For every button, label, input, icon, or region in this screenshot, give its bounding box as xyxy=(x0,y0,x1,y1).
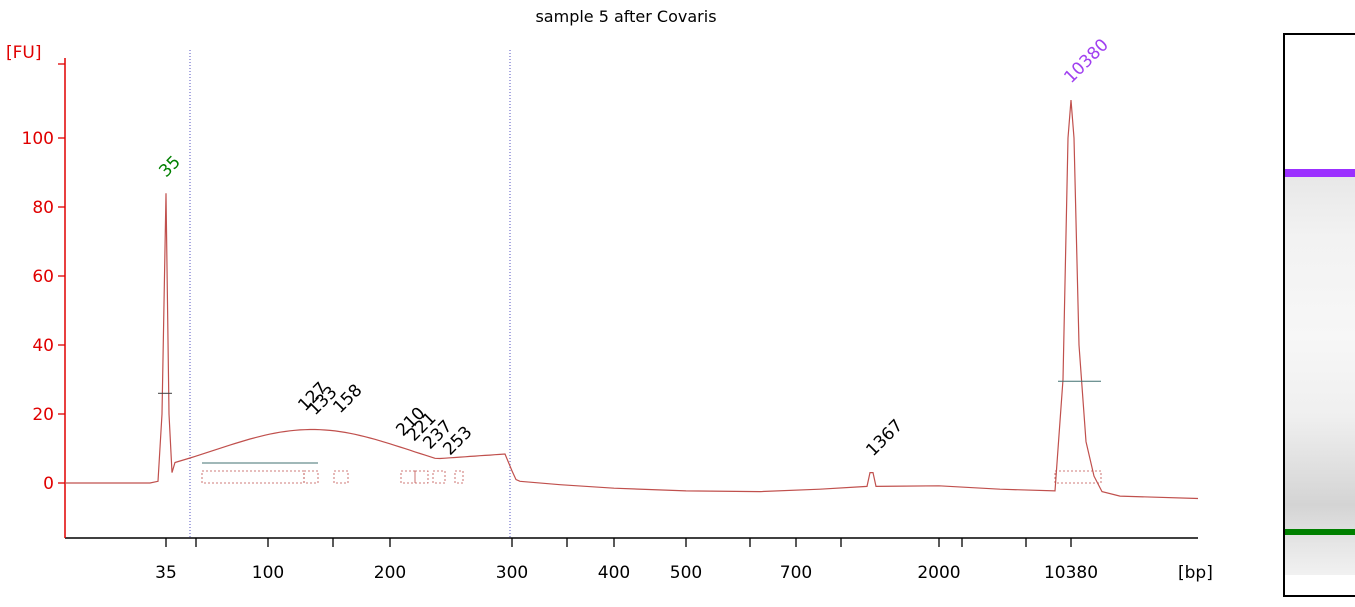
x-tick-label: 2000 xyxy=(917,563,960,583)
electropherogram-chart: sample 5 after Covaris [FU] [bp] 0 20 40 60… xyxy=(6,7,1213,583)
y-tick-label: 40 xyxy=(32,336,54,356)
peak-label: 10380 xyxy=(1060,35,1112,87)
electropherogram-trace xyxy=(65,99,1199,500)
y-tick-label: 100 xyxy=(22,129,54,149)
gel-background-top xyxy=(1285,35,1355,175)
peak-integration-box xyxy=(303,470,319,484)
peak-integration-box xyxy=(432,470,446,484)
x-tick-label: 400 xyxy=(598,563,630,583)
peak-integration-box xyxy=(333,470,349,484)
y-tick-label: 60 xyxy=(32,267,54,287)
peak-integration-box xyxy=(400,470,416,484)
peak-integration-box xyxy=(1054,470,1102,484)
x-tick-label: 200 xyxy=(374,563,406,583)
x-tick-label: 10380 xyxy=(1044,563,1098,583)
y-tick-label: 0 xyxy=(43,474,54,494)
gel-smear xyxy=(1285,177,1355,577)
peak-integration-box xyxy=(454,470,464,484)
peak-integration-box xyxy=(414,470,429,484)
y-axis-label: [FU] xyxy=(6,43,42,63)
peak-label: 158 xyxy=(329,380,366,417)
gel-background-bottom xyxy=(1285,575,1355,595)
y-tick-label: 20 xyxy=(32,405,54,425)
x-axis-label: [bp] xyxy=(1178,563,1213,583)
x-tick-label: 100 xyxy=(252,563,284,583)
gel-lower-marker-band xyxy=(1285,529,1355,535)
peak-integration-box xyxy=(201,470,305,484)
x-tick-label: 300 xyxy=(496,563,528,583)
chart-title: sample 5 after Covaris xyxy=(535,7,716,26)
peak-label: 1367 xyxy=(862,416,907,461)
peak-label: 35 xyxy=(155,152,184,181)
x-tick-label: 700 xyxy=(780,563,812,583)
gel-upper-marker-band xyxy=(1285,169,1355,177)
gel-lane xyxy=(1283,33,1355,597)
x-tick-label: 500 xyxy=(670,563,702,583)
x-tick-label: 35 xyxy=(155,563,177,583)
y-tick-label: 80 xyxy=(32,198,54,218)
